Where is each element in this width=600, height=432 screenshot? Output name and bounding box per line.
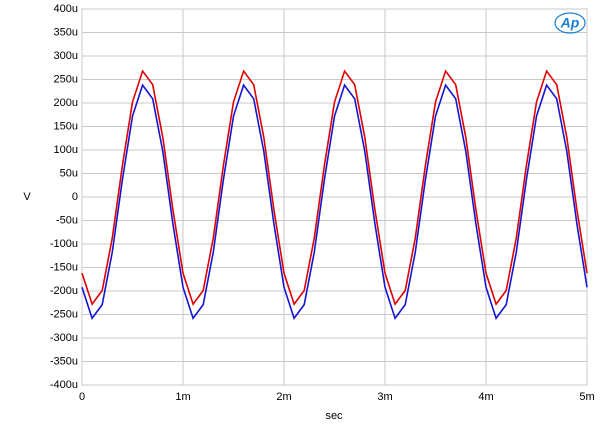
- y-tick-label: 250u: [54, 73, 78, 85]
- y-tick-label: -50u: [56, 214, 78, 226]
- y-axis-label: V: [23, 191, 31, 203]
- x-tick-label: 1m: [175, 391, 190, 403]
- y-tick-label: 50u: [60, 167, 78, 179]
- y-tick-label: -100u: [50, 238, 78, 250]
- logo-ring: [554, 12, 586, 34]
- y-tick-label: 300u: [54, 50, 78, 62]
- series-line: [81, 83, 588, 320]
- series-line: [81, 69, 588, 306]
- y-tick-label: 0: [72, 191, 78, 203]
- logo: Ap: [560, 15, 580, 31]
- x-tick-label: 2m: [276, 391, 291, 403]
- x-tick-label: 0: [79, 391, 85, 403]
- y-tick-label: -400u: [50, 379, 78, 391]
- y-tick-label: -200u: [50, 285, 78, 297]
- x-tick-label: 5m: [579, 391, 594, 403]
- x-tick-label: 4m: [478, 391, 493, 403]
- y-tick-label: 400u: [54, 3, 78, 15]
- x-tick-label: 3m: [377, 391, 392, 403]
- y-tick-label: 100u: [54, 144, 78, 156]
- y-tick-label: -250u: [50, 308, 78, 320]
- y-tick-label: 350u: [54, 26, 78, 38]
- y-tick-label: -350u: [50, 355, 78, 367]
- y-tick-label: -150u: [50, 261, 78, 273]
- y-tick-label: 150u: [54, 120, 78, 132]
- y-tick-label: -300u: [50, 332, 78, 344]
- y-tick-label: 200u: [54, 97, 78, 109]
- x-axis-label: sec: [325, 410, 343, 422]
